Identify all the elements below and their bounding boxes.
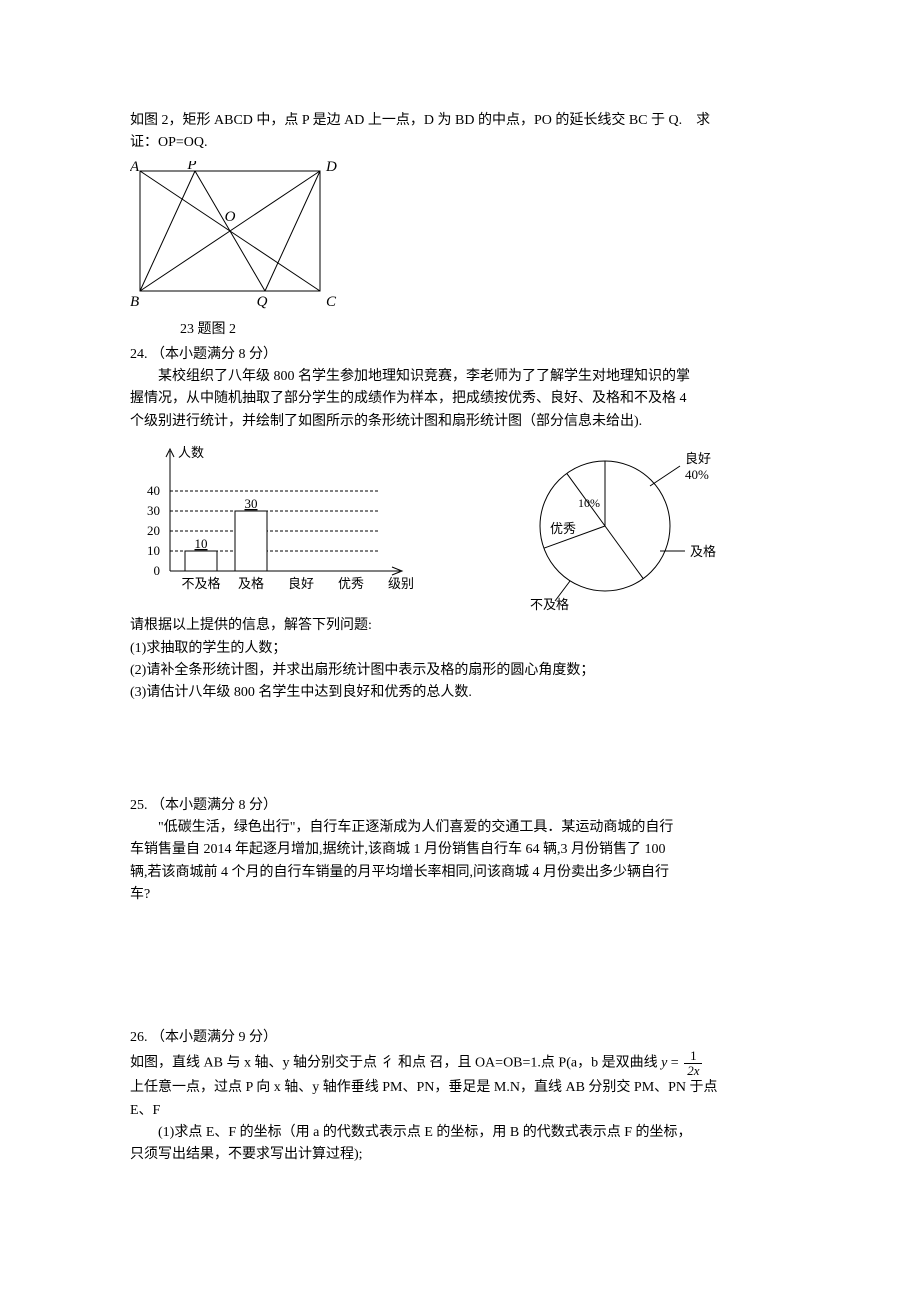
pie-label-fail: 不及格: [530, 597, 569, 611]
pie-label-good: 良好: [685, 451, 711, 466]
q23-label-A: A: [130, 161, 140, 175]
bar-cat-3: 优秀: [338, 576, 364, 591]
q25-header: 25. （本小题满分 8 分）: [130, 795, 790, 817]
q26-p4: (1)求点 E、F 的坐标（用 a 的代数式表示点 E 的坐标，用 B 的代数式…: [130, 1122, 790, 1144]
q26-frac-den: 2x: [684, 1064, 702, 1078]
q24-below2: (1)求抽取的学生的人数；: [130, 638, 790, 660]
q23-figure: A P D B Q C O 23 题图 2: [130, 161, 790, 342]
bar-cat-1: 及格: [238, 576, 264, 591]
q26-p5: 只须写出结果，不要求写出计算过程);: [130, 1144, 790, 1166]
q26-line1: 如图，直线 AB 与 x 轴、y 轴分别交于点 彳 和点 召，且 OA=OB=1…: [130, 1049, 790, 1077]
q26-y: y: [661, 1055, 667, 1070]
q23-svg: A P D B Q C O: [130, 161, 340, 311]
q23-label-O: O: [225, 209, 236, 225]
bar-cat-2: 良好: [288, 576, 314, 591]
q26-eqmid: =: [671, 1055, 682, 1070]
q24-below1: 请根据以上提供的信息，解答下列问题:: [130, 615, 790, 637]
svg-text:10: 10: [147, 543, 160, 558]
q24-p2: 握情况，从中随机抽取了部分学生的成绩作为样本，把成绩按优秀、良好、及格和不及格 …: [130, 388, 790, 410]
q26-p2: 上任意一点，过点 P 向 x 轴、y 轴作垂线 PM、PN，垂足是 M.N，直线…: [130, 1077, 790, 1099]
q25-p2: 车销售量自 2014 年起逐月增加,据统计,该商城 1 月份销售自行车 64 辆…: [130, 839, 790, 861]
q24-p3: 个级别进行统计，并绘制了如图所示的条形统计图和扇形统计图（部分信息未给出).: [130, 411, 790, 433]
spacer-1: [130, 705, 790, 795]
q23-caption: 23 题图 2: [180, 319, 790, 341]
svg-text:0: 0: [154, 563, 161, 578]
bar-cat-0: 不及格: [181, 576, 220, 591]
q23-label-B: B: [130, 294, 139, 310]
q23-label-P: P: [186, 161, 196, 173]
svg-text:40: 40: [147, 483, 160, 498]
q23-label-C: C: [326, 294, 337, 310]
bar-val-1: 30: [245, 496, 258, 511]
q23-label-D: D: [325, 161, 337, 175]
q24-p1: 某校组织了八年级 800 名学生参加地理知识竞赛，李老师为了了解学生对地理知识的…: [130, 366, 790, 388]
q24-charts: 0 10 20 30 40 人数 10 30 不及格 及格 良好 优秀 级别: [130, 441, 790, 611]
q23-stem-line1: 如图 2，矩形 ABCD 中，点 P 是边 AD 上一点，D 为 BD 的中点，…: [130, 110, 790, 132]
pie-pct-excellent: 10%: [578, 496, 600, 510]
exam-page: 如图 2，矩形 ABCD 中，点 P 是边 AD 上一点，D 为 BD 的中点，…: [0, 0, 920, 1302]
spacer-2: [130, 907, 790, 1027]
bar-val-0: 10: [195, 536, 208, 551]
q26-p1-prefix: 如图，直线 AB 与 x 轴、y 轴分别交于点 彳 和点 召，且 OA=OB=1…: [130, 1055, 661, 1070]
q26-header: 26. （本小题满分 9 分）: [130, 1027, 790, 1049]
q26-frac-num: 1: [684, 1049, 702, 1064]
q23-stem-line2: 证：OP=OQ.: [130, 132, 790, 154]
q25-p3: 辆,若该商城前 4 个月的自行车销量的月平均增长率相同,问该商城 4 月份卖出多…: [130, 862, 790, 884]
q26-fraction: 1 2x: [684, 1049, 702, 1077]
q24-below4: (3)请估计八年级 800 名学生中达到良好和优秀的总人数.: [130, 682, 790, 704]
bar-ylabel: 人数: [178, 445, 204, 460]
q25-p1: "低碳生活，绿色出行"，自行车正逐渐成为人们喜爱的交通工具．某运动商城的自行: [130, 817, 790, 839]
q25-p4: 车?: [130, 884, 790, 906]
svg-text:20: 20: [147, 523, 160, 538]
q24-bar-chart: 0 10 20 30 40 人数 10 30 不及格 及格 良好 优秀 级别: [130, 441, 420, 601]
q26-p3: E、F: [130, 1100, 790, 1122]
q24-pie-chart: 10% 良好 40% 及格 不及格 优秀: [510, 441, 730, 611]
q24-below3: (2)请补全条形统计图，并求出扇形统计图中表示及格的扇形的圆心角度数；: [130, 660, 790, 682]
q23-label-Q: Q: [257, 294, 268, 310]
pie-label-pass: 及格: [690, 544, 716, 559]
q24-header: 24. （本小题满分 8 分）: [130, 344, 790, 366]
pie-pct-good: 40%: [685, 467, 709, 482]
bar-xlabel: 级别: [388, 576, 414, 591]
pie-label-excellent: 优秀: [550, 521, 576, 536]
svg-text:30: 30: [147, 503, 160, 518]
